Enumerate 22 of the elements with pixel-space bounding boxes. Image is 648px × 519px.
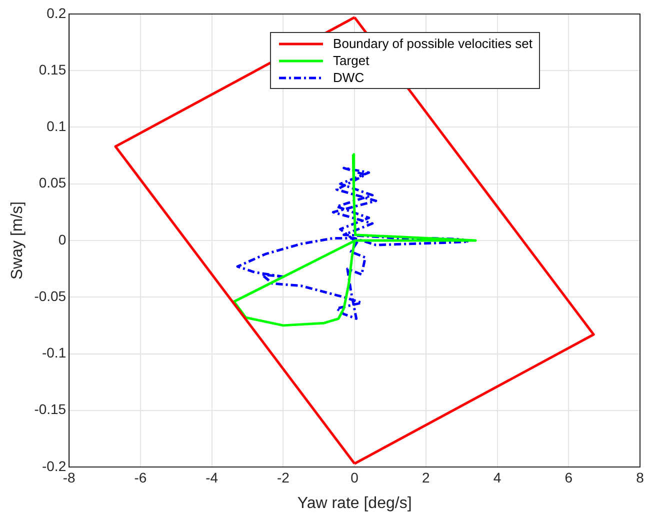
x-tick-label: 4 xyxy=(493,469,502,486)
legend-label: DWC xyxy=(333,69,364,86)
x-axis-title: Yaw rate [deg/s] xyxy=(297,494,412,512)
x-tick-label: -4 xyxy=(206,469,218,486)
y-tick-label: 0.05 xyxy=(38,174,66,191)
y-tick-label: 0.2 xyxy=(46,4,66,21)
y-tick-label: 0 xyxy=(58,231,66,248)
x-tick-label: -2 xyxy=(276,469,290,486)
legend-label: Boundary of possible velocities set xyxy=(333,35,532,52)
y-tick-label: -0.05 xyxy=(34,288,66,304)
x-tick-label: 6 xyxy=(564,469,573,486)
y-tick-label: 0.1 xyxy=(46,118,66,134)
line-series xyxy=(236,166,470,320)
legend-label: Target xyxy=(333,52,370,69)
y-tick-label: -0.1 xyxy=(42,344,66,361)
y-tick-label: -0.15 xyxy=(34,401,66,418)
y-tick-label: 0.15 xyxy=(38,61,66,78)
x-tick-label: 2 xyxy=(422,469,430,486)
x-tick-label: 8 xyxy=(636,469,644,486)
x-tick-label: -6 xyxy=(134,469,147,486)
y-axis-title: Sway [m/s] xyxy=(9,201,26,280)
x-tick-label: 0 xyxy=(350,469,359,486)
